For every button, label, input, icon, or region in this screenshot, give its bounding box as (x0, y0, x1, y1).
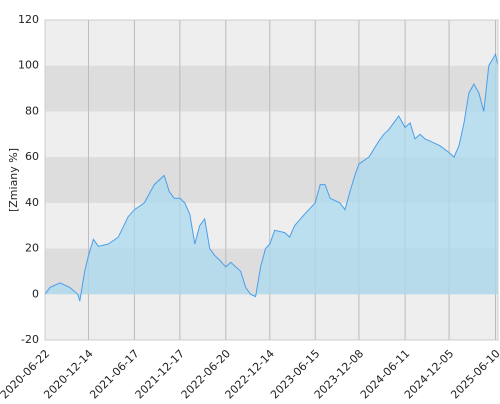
y-tick-label: 40 (25, 196, 39, 209)
grid-band (45, 65, 498, 112)
y-tick-label: -20 (21, 333, 39, 346)
y-tick-label: 20 (25, 242, 39, 255)
y-axis-label: [Zmiany %] (7, 148, 20, 212)
y-tick-label: 80 (25, 104, 39, 117)
x-tick-label: 2025-06-10 (448, 347, 500, 400)
line (44, 52, 499, 302)
y-tick-label: 0 (32, 287, 39, 300)
area-fill (45, 54, 498, 302)
y-tick-label: 60 (25, 150, 39, 163)
y-tick-label: 100 (18, 59, 39, 72)
plot-frame (44, 19, 499, 341)
y-tick-label: 120 (18, 13, 39, 26)
